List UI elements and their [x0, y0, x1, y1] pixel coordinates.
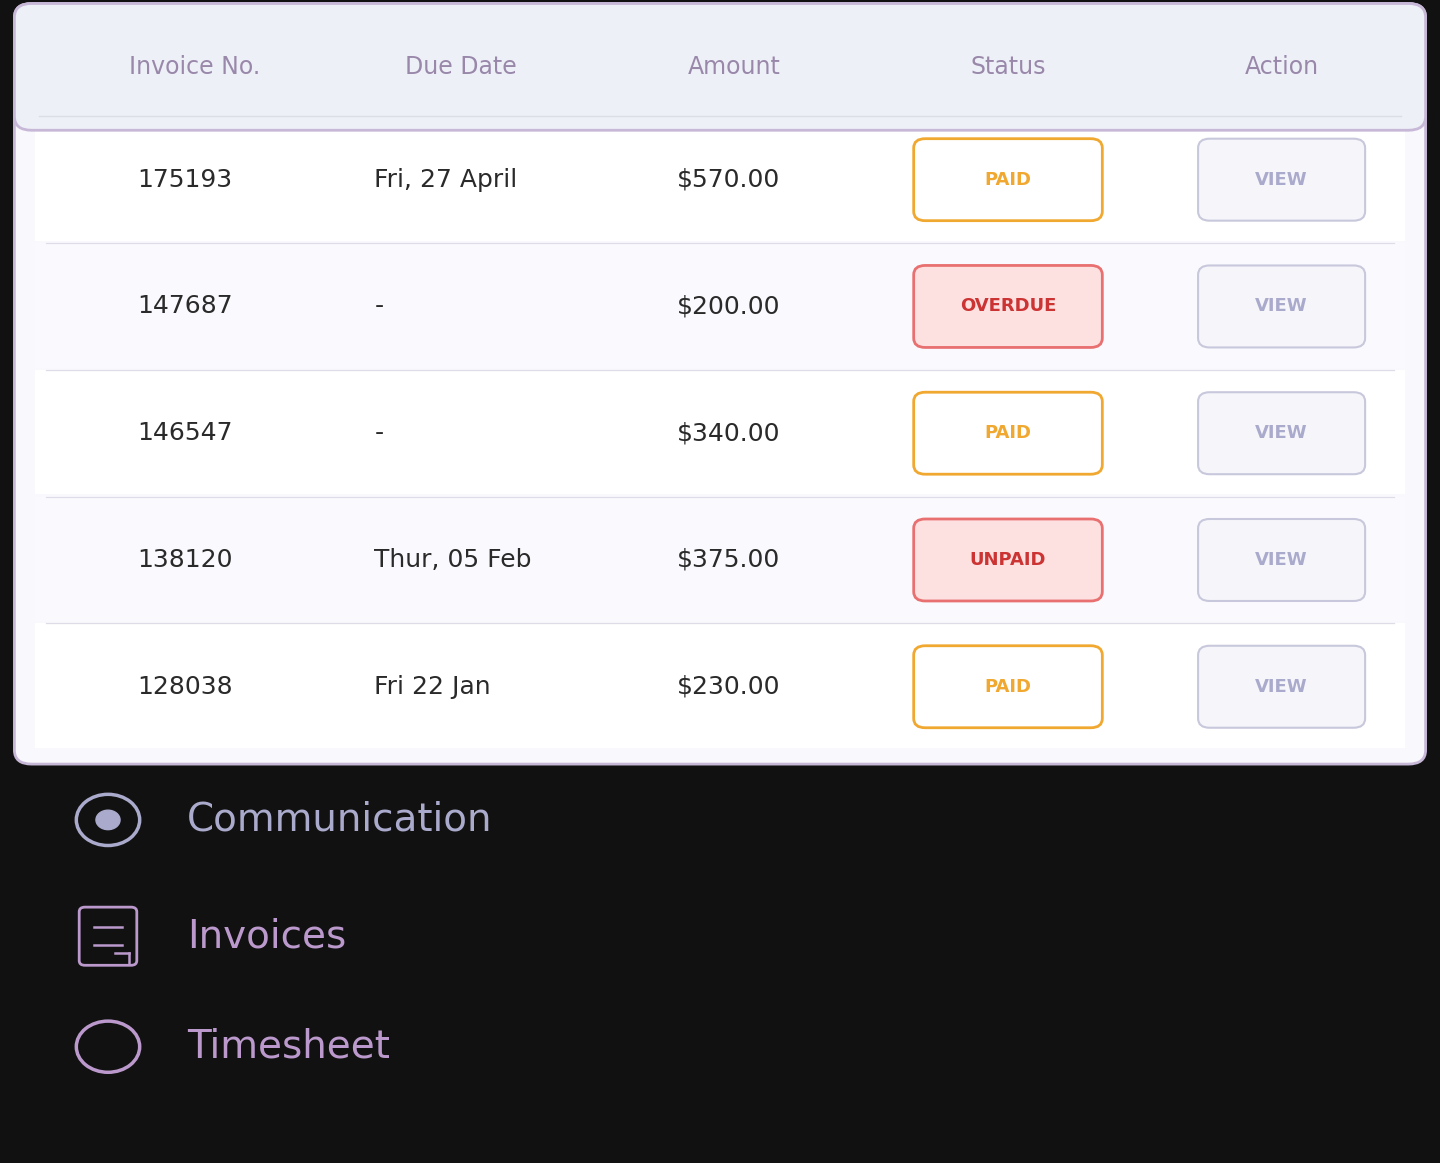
- Text: $200.00: $200.00: [677, 294, 780, 319]
- Text: 175193: 175193: [137, 167, 232, 192]
- FancyBboxPatch shape: [913, 645, 1103, 728]
- FancyBboxPatch shape: [35, 243, 1405, 368]
- FancyBboxPatch shape: [14, 3, 1426, 130]
- Text: Status: Status: [971, 55, 1045, 79]
- FancyBboxPatch shape: [35, 116, 1405, 241]
- FancyBboxPatch shape: [913, 392, 1103, 475]
- FancyBboxPatch shape: [35, 370, 1405, 494]
- Text: PAID: PAID: [985, 424, 1031, 442]
- Text: Due Date: Due Date: [405, 55, 517, 79]
- Text: VIEW: VIEW: [1256, 678, 1308, 695]
- Text: Invoice No.: Invoice No.: [128, 55, 261, 79]
- Text: $340.00: $340.00: [677, 421, 780, 445]
- Text: VIEW: VIEW: [1256, 298, 1308, 315]
- Text: 147687: 147687: [137, 294, 232, 319]
- Text: Amount: Amount: [688, 55, 780, 79]
- Text: PAID: PAID: [985, 171, 1031, 188]
- Text: $230.00: $230.00: [677, 675, 780, 699]
- Text: $570.00: $570.00: [677, 167, 780, 192]
- Text: Fri, 27 April: Fri, 27 April: [374, 167, 517, 192]
- FancyBboxPatch shape: [35, 497, 1405, 621]
- Text: UNPAID: UNPAID: [969, 551, 1047, 569]
- FancyBboxPatch shape: [913, 265, 1103, 348]
- Text: 138120: 138120: [137, 548, 232, 572]
- Text: Timesheet: Timesheet: [187, 1028, 390, 1065]
- Text: 146547: 146547: [137, 421, 232, 445]
- FancyBboxPatch shape: [35, 623, 1405, 748]
- Text: Communication: Communication: [187, 801, 492, 839]
- FancyBboxPatch shape: [32, 72, 1408, 116]
- FancyBboxPatch shape: [913, 519, 1103, 601]
- Text: VIEW: VIEW: [1256, 424, 1308, 442]
- Text: Action: Action: [1244, 55, 1319, 79]
- Text: OVERDUE: OVERDUE: [960, 298, 1056, 315]
- Text: 128038: 128038: [137, 675, 232, 699]
- FancyBboxPatch shape: [913, 138, 1103, 221]
- Text: $375.00: $375.00: [677, 548, 780, 572]
- Text: Thur, 05 Feb: Thur, 05 Feb: [374, 548, 531, 572]
- Circle shape: [96, 811, 120, 829]
- Text: -: -: [374, 421, 383, 445]
- FancyBboxPatch shape: [1198, 392, 1365, 475]
- Text: VIEW: VIEW: [1256, 551, 1308, 569]
- FancyBboxPatch shape: [1198, 519, 1365, 601]
- FancyBboxPatch shape: [1198, 138, 1365, 221]
- FancyBboxPatch shape: [14, 3, 1426, 764]
- FancyBboxPatch shape: [1198, 265, 1365, 348]
- Text: Invoices: Invoices: [187, 918, 347, 955]
- Text: PAID: PAID: [985, 678, 1031, 695]
- FancyBboxPatch shape: [1198, 645, 1365, 728]
- Text: Fri 22 Jan: Fri 22 Jan: [374, 675, 491, 699]
- Text: VIEW: VIEW: [1256, 171, 1308, 188]
- Text: -: -: [374, 294, 383, 319]
